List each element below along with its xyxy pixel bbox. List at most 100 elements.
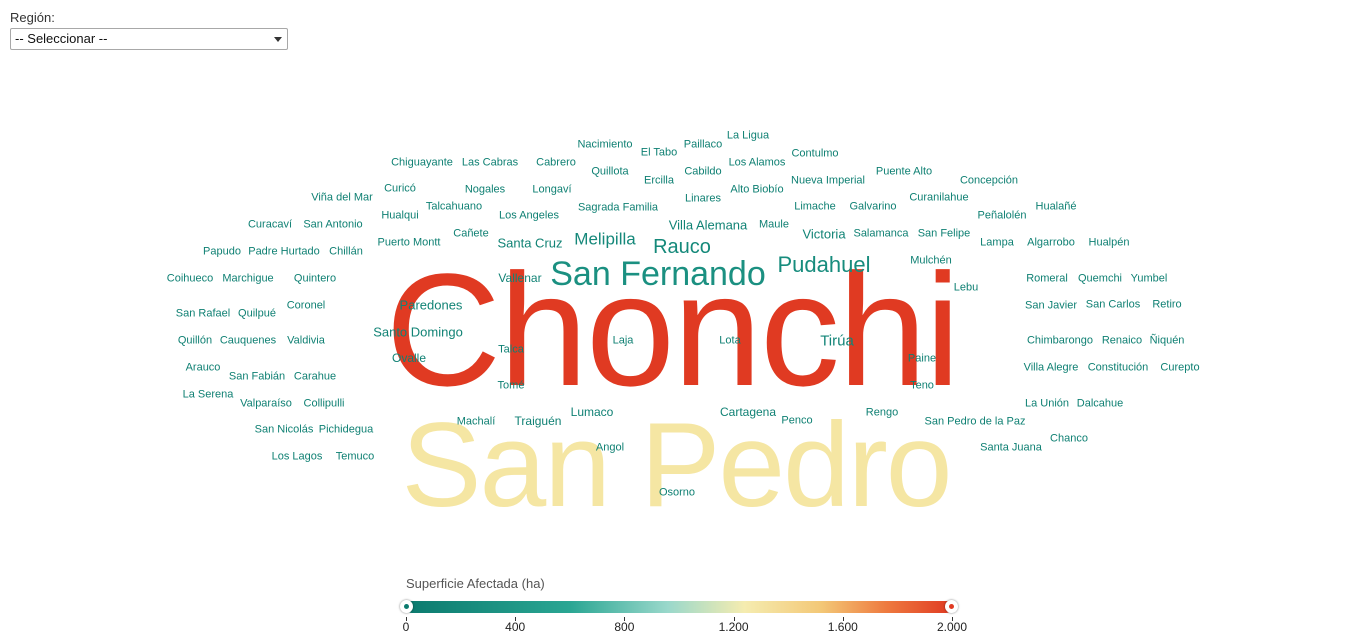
word-vina-del-mar[interactable]: Viña del Mar [311,191,373,204]
word-marchigue[interactable]: Marchigue [222,272,274,285]
word-retiro[interactable]: Retiro [1152,298,1182,311]
word-tirua[interactable]: Tirúa [820,332,854,350]
word-carahue[interactable]: Carahue [293,370,337,383]
word-paredones[interactable]: Paredones [399,297,463,313]
word-hualqui[interactable]: Hualqui [381,209,419,222]
word-san-fernando[interactable]: San Fernando [550,255,766,293]
word-mulchen[interactable]: Mulchén [910,254,952,267]
word-victoria[interactable]: Victoria [802,226,846,242]
word-longavi[interactable]: Longaví [532,183,572,196]
word-san-antonio[interactable]: San Antonio [303,218,363,231]
word-paine[interactable]: Paine [907,352,937,365]
word-villa-alemana[interactable]: Villa Alemana [668,217,748,233]
word-los-lagos[interactable]: Los Lagos [271,450,323,463]
word-quillon[interactable]: Quillón [177,334,213,347]
word-algarrobo[interactable]: Algarrobo [1027,236,1075,249]
word-los-alamos[interactable]: Los Alamos [728,156,786,169]
word-ercilla[interactable]: Ercilla [644,174,674,187]
word-maule[interactable]: Maule [759,218,789,231]
word-la-serena[interactable]: La Serena [182,388,234,401]
word-villa-alegre[interactable]: Villa Alegre [1023,361,1079,374]
word-papudo[interactable]: Papudo [203,245,241,258]
word-lumaco[interactable]: Lumaco [570,405,614,419]
word-rauco[interactable]: Rauco [653,236,711,258]
word-arauco[interactable]: Arauco [185,361,221,374]
word-rengo[interactable]: Rengo [865,406,899,419]
word-talca[interactable]: Talca [498,343,524,356]
word-san-felipe[interactable]: San Felipe [917,227,971,240]
word-santo-domingo[interactable]: Santo Domingo [373,324,463,340]
word-pudahuel[interactable]: Pudahuel [777,252,871,277]
word-osorno[interactable]: Osorno [658,486,696,499]
word-la-ligua[interactable]: La Ligua [726,129,770,142]
word-laja[interactable]: Laja [612,334,634,347]
word-temuco[interactable]: Temuco [335,450,375,463]
word-constitucion[interactable]: Constitución [1087,361,1149,374]
word-las-cabras[interactable]: Las Cabras [461,156,519,169]
word-chiguayante[interactable]: Chiguayante [391,156,453,169]
word-curepto[interactable]: Curepto [1160,361,1200,374]
word-san-nicolas[interactable]: San Nicolás [254,423,314,436]
word-canete[interactable]: Cañete [453,227,489,240]
word-curico[interactable]: Curicó [384,182,416,195]
word-salamanca[interactable]: Salamanca [853,227,909,240]
region-select[interactable]: -- Seleccionar -- [10,28,288,50]
word-ovalle[interactable]: Ovalle [391,351,427,365]
word-coronel[interactable]: Coronel [286,299,326,312]
word-los-angeles[interactable]: Los Angeles [499,209,559,222]
word-linares[interactable]: Linares [684,192,722,205]
word-chillan[interactable]: Chillán [329,245,363,258]
word-santa-juana[interactable]: Santa Juana [980,441,1042,454]
word-pichidegua[interactable]: Pichidegua [318,423,374,436]
word-puerto-montt[interactable]: Puerto Montt [377,236,441,249]
word-sagrada-familia[interactable]: Sagrada Familia [577,201,659,214]
word-collipulli[interactable]: Collipulli [303,397,345,410]
word-quilpue[interactable]: Quilpué [238,307,276,320]
word-contulmo[interactable]: Contulmo [791,147,839,160]
word-paillaco[interactable]: Paillaco [683,138,723,151]
word-quemchi[interactable]: Quemchi [1077,272,1123,285]
legend-min-handle[interactable] [400,600,413,613]
word-yumbel[interactable]: Yumbel [1130,272,1168,285]
word-san-pedro-de-la-paz[interactable]: San Pedro de la Paz [924,415,1026,428]
word-tome[interactable]: Tomé [497,379,525,392]
word-la-union[interactable]: La Unión [1024,397,1070,410]
word-hualane[interactable]: Hualañé [1035,200,1077,213]
word-san-carlos[interactable]: San Carlos [1085,298,1141,311]
word-vallenar[interactable]: Vallenar [498,271,542,285]
word-concepcion[interactable]: Concepción [959,174,1019,187]
word-lampa[interactable]: Lampa [980,236,1014,249]
word-san-fabian[interactable]: San Fabián [228,370,286,383]
word-niquen[interactable]: Ñiquén [1149,334,1185,347]
word-limache[interactable]: Limache [794,200,836,213]
word-angol[interactable]: Angol [595,441,625,454]
word-valdivia[interactable]: Valdivia [287,334,325,347]
word-padre-hurtado[interactable]: Padre Hurtado [248,245,320,258]
word-romeral[interactable]: Romeral [1026,272,1068,285]
word-quillota[interactable]: Quillota [591,165,629,178]
word-hualpen[interactable]: Hualpén [1088,236,1130,249]
word-el-tabo[interactable]: El Tabo [640,146,678,159]
word-valparaiso[interactable]: Valparaíso [240,397,292,410]
word-chanco[interactable]: Chanco [1050,432,1088,445]
word-puente-alto[interactable]: Puente Alto [875,165,933,178]
word-chonchi[interactable]: Chonchi [385,240,960,419]
chevron-down-icon[interactable] [274,37,282,42]
word-traiguen[interactable]: Traiguén [514,414,562,428]
word-alto-biobio[interactable]: Alto Biobío [730,183,784,196]
legend-max-handle[interactable] [945,600,958,613]
word-cartagena[interactable]: Cartagena [719,405,777,419]
word-lebu[interactable]: Lebu [953,281,979,294]
word-curacavi[interactable]: Curacaví [247,218,293,231]
word-galvarino[interactable]: Galvarino [849,200,897,213]
word-chimbarongo[interactable]: Chimbarongo [1026,334,1094,347]
word-santa-cruz[interactable]: Santa Cruz [497,235,563,251]
word-quintero[interactable]: Quintero [293,272,337,285]
word-nacimiento[interactable]: Nacimiento [577,138,633,151]
word-talcahuano[interactable]: Talcahuano [425,200,483,213]
word-san-rafael[interactable]: San Rafael [175,307,231,320]
word-san-javier[interactable]: San Javier [1025,299,1077,312]
word-penco[interactable]: Penco [781,414,813,427]
word-nueva-imperial[interactable]: Nueva Imperial [791,174,865,187]
word-coihueco[interactable]: Coihueco [166,272,214,285]
